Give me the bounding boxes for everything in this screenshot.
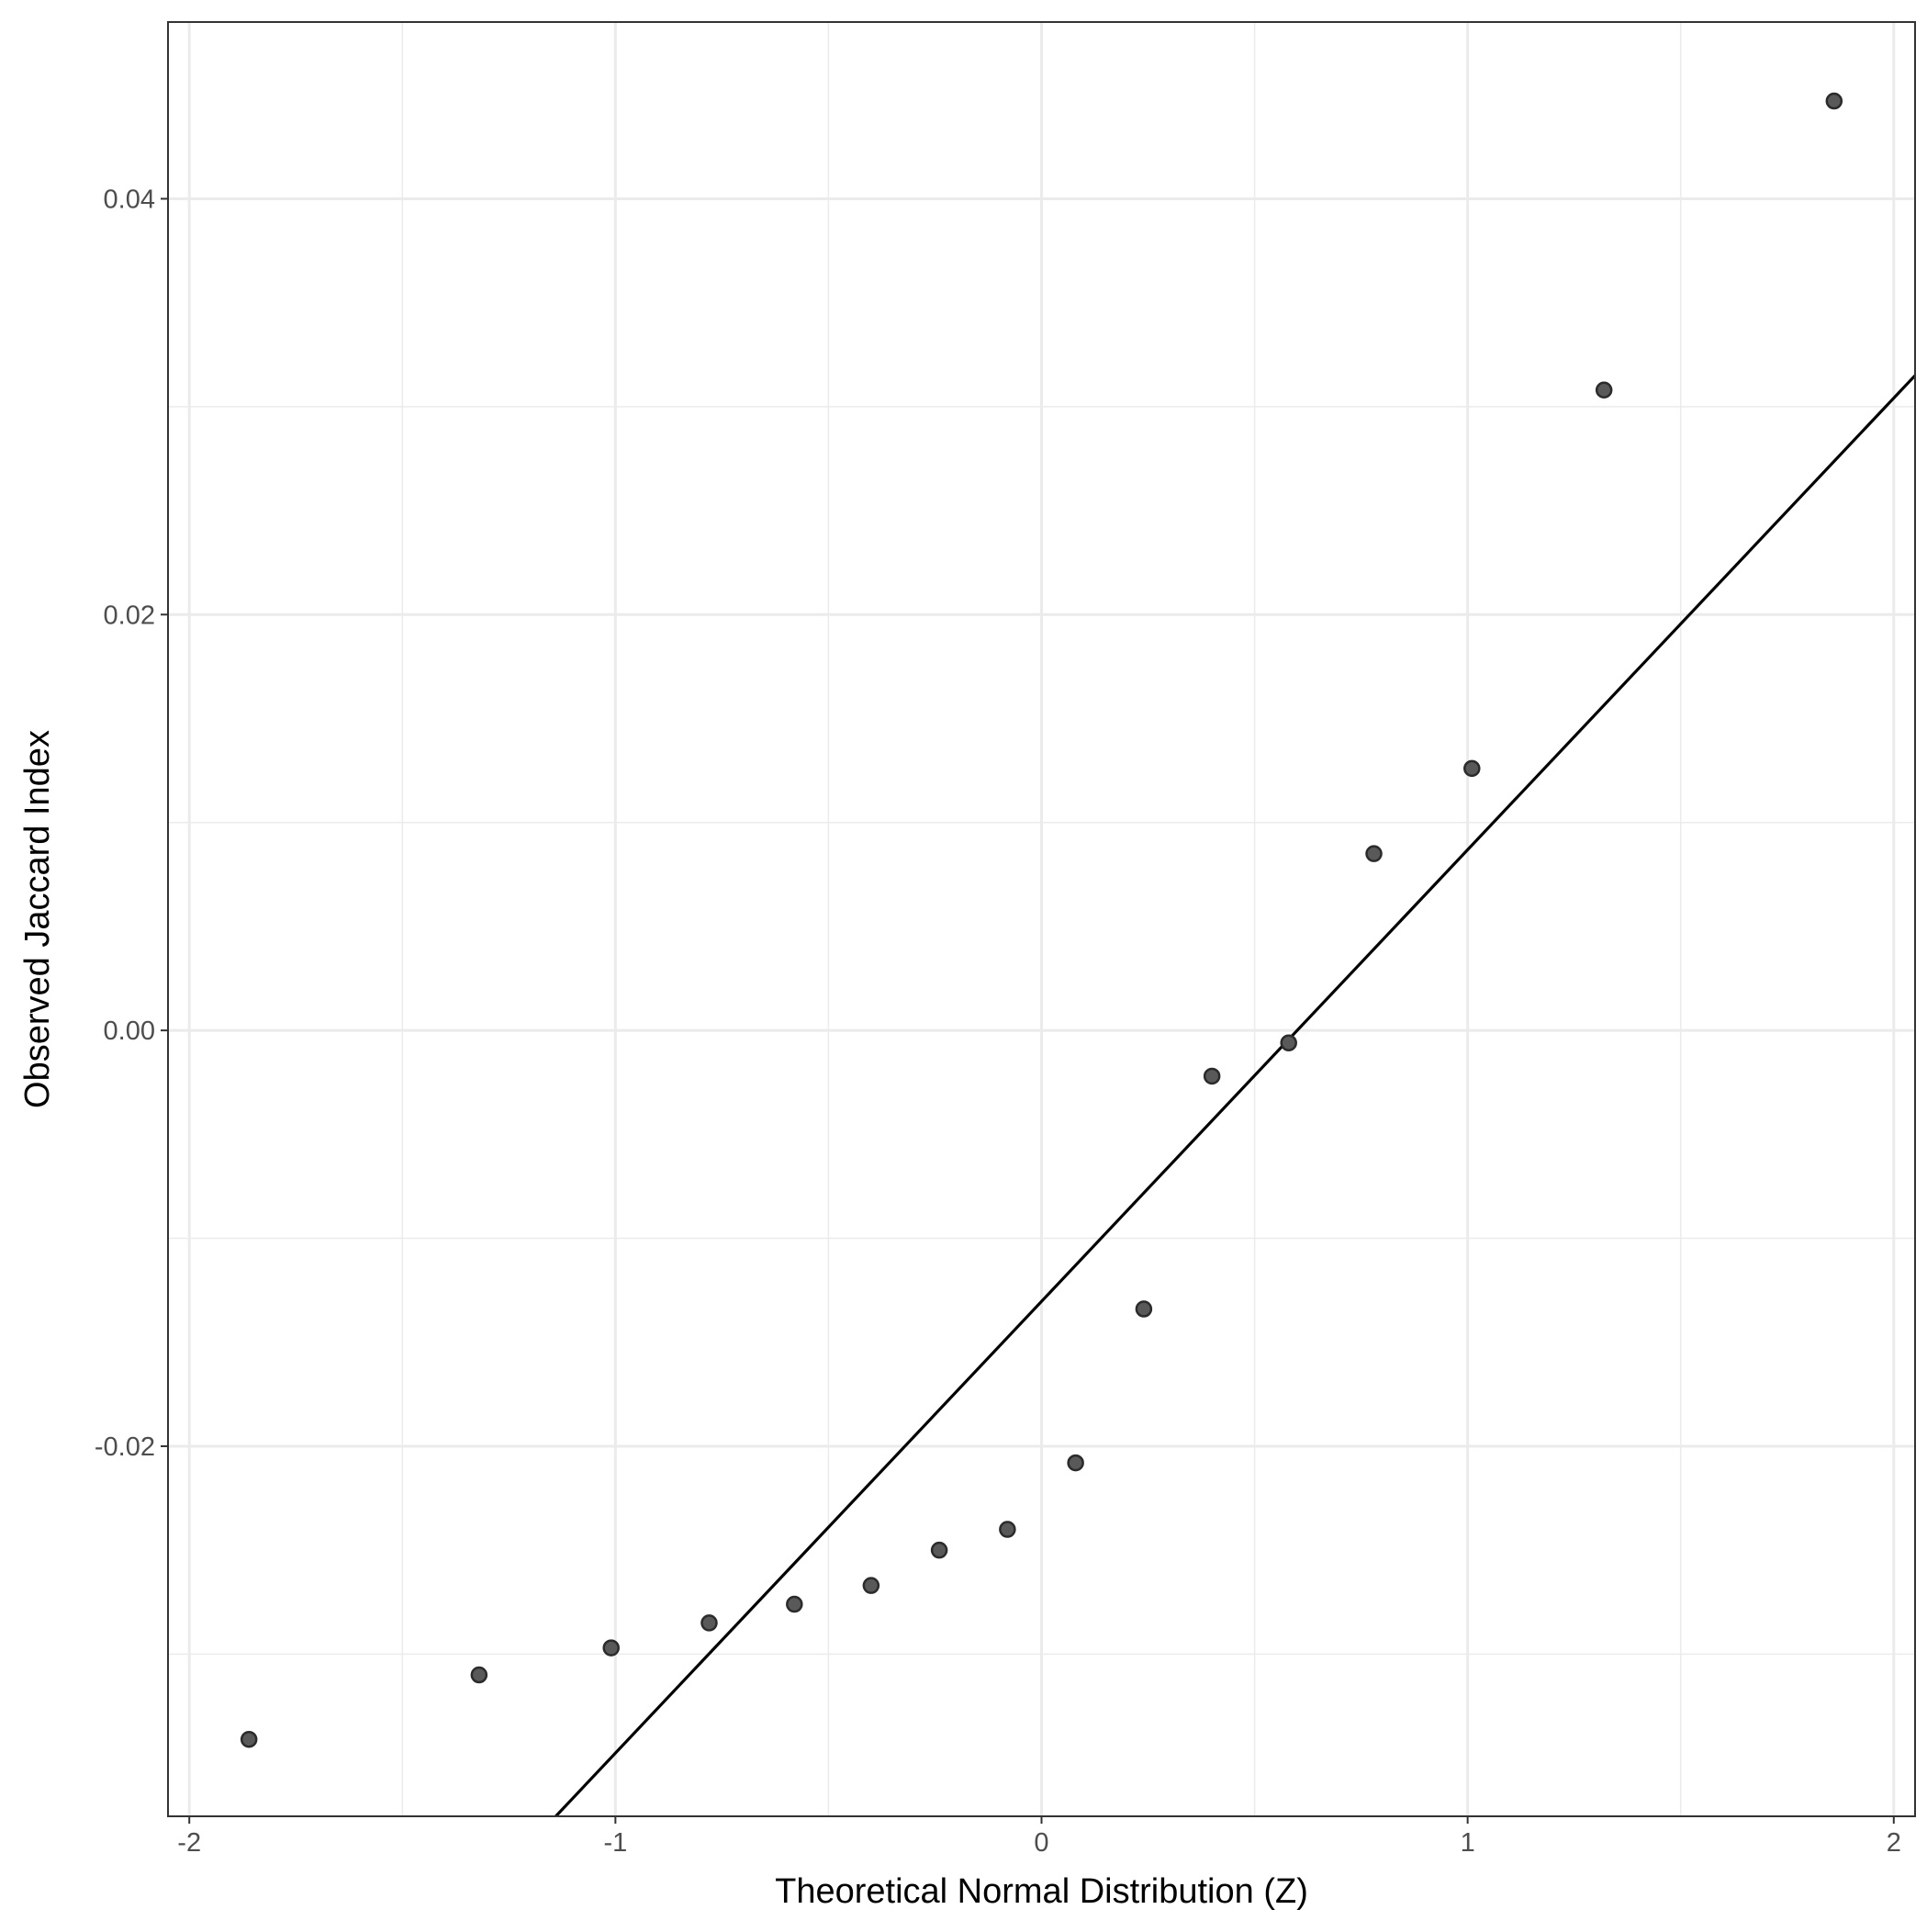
x-tick-label: -1 <box>603 1828 627 1858</box>
data-point <box>240 1730 258 1748</box>
data-point <box>862 1577 880 1594</box>
data-point <box>1135 1300 1153 1318</box>
y-axis: -0.02 0.00 0.02 0.04 <box>95 185 168 1462</box>
data-point <box>602 1639 620 1657</box>
data-point <box>930 1541 948 1559</box>
x-tick-label: -2 <box>177 1828 201 1858</box>
x-tick-label: 0 <box>1034 1828 1048 1858</box>
data-point <box>470 1666 488 1684</box>
y-tick-label: -0.02 <box>95 1432 155 1462</box>
x-tick-label: 2 <box>1887 1828 1901 1858</box>
points-layer <box>240 92 1843 1748</box>
data-point <box>1595 381 1613 399</box>
reference-line <box>555 374 1917 1818</box>
x-tick-label: 1 <box>1461 1828 1475 1858</box>
grid-layer <box>168 22 1915 1816</box>
reference-line-layer <box>555 374 1917 1818</box>
y-tick-label: 0.00 <box>104 1017 155 1046</box>
data-point <box>700 1614 718 1632</box>
data-point <box>1067 1454 1084 1472</box>
y-tick-label: 0.04 <box>104 185 155 214</box>
data-point <box>1203 1067 1221 1085</box>
x-axis-title: Theoretical Normal Distribution (Z) <box>775 1872 1308 1911</box>
data-point <box>1463 759 1481 778</box>
data-point <box>1825 92 1843 110</box>
data-point <box>1280 1034 1297 1051</box>
x-axis: -2 -1 0 1 2 <box>177 1816 1901 1858</box>
data-point <box>1365 845 1383 862</box>
data-point <box>786 1595 803 1613</box>
y-tick-label: 0.02 <box>104 601 155 630</box>
y-axis-title: Observed Jaccard Index <box>18 730 57 1108</box>
data-point <box>999 1521 1016 1538</box>
